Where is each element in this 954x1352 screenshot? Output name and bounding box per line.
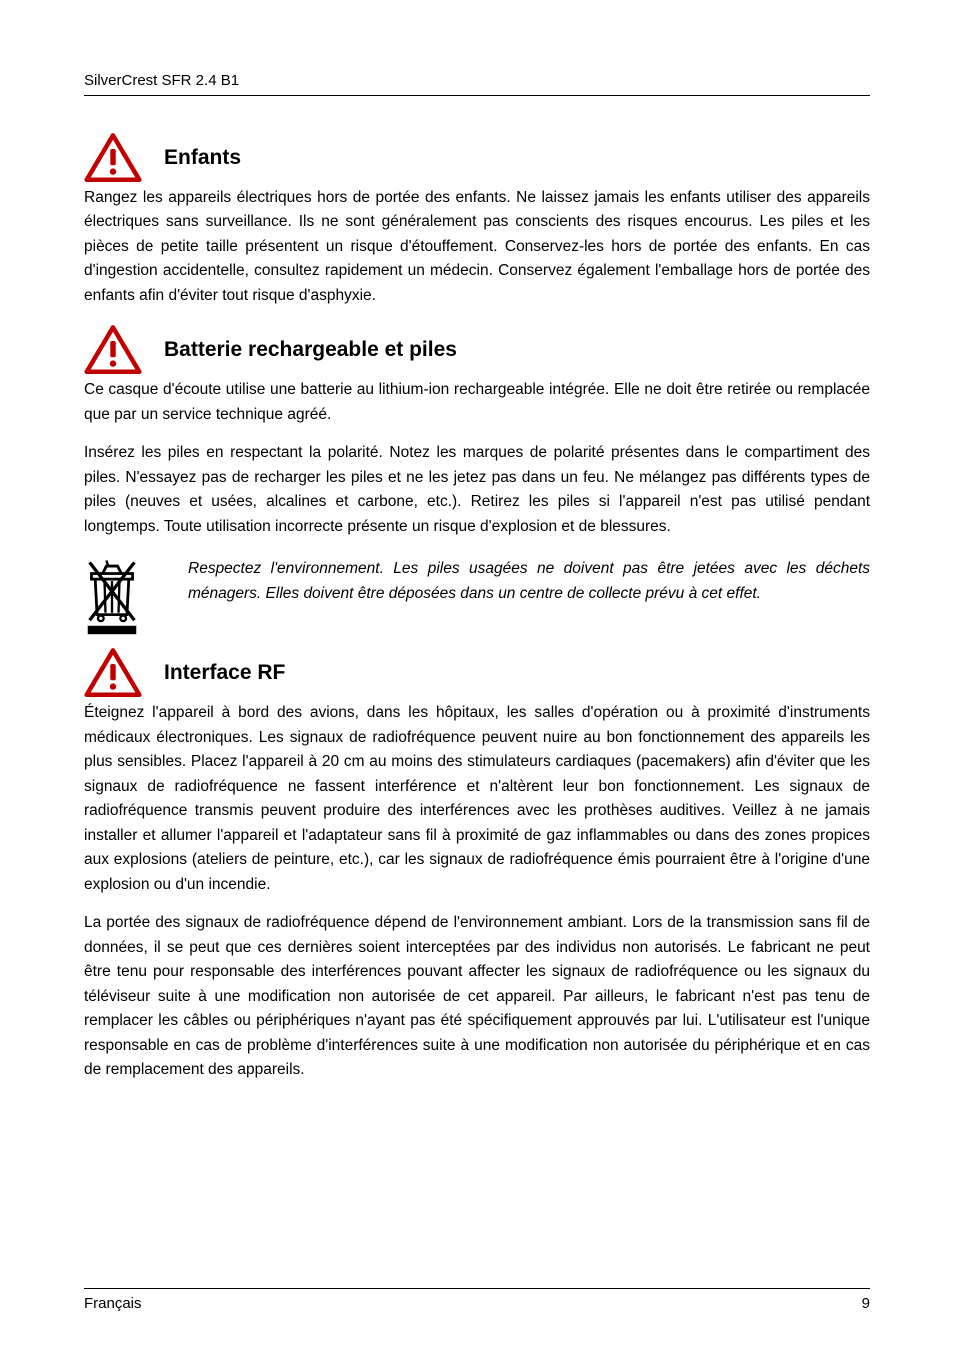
page-header: SilverCrest SFR 2.4 B1 <box>84 72 870 96</box>
env-note-text: Respectez l'environnement. Les piles usa… <box>188 553 870 606</box>
warning-icon <box>84 647 142 699</box>
page: SilverCrest SFR 2.4 B1 Enfants Rangez le… <box>0 0 954 1352</box>
section-head-batterie: Batterie rechargeable et piles <box>84 324 870 376</box>
warning-icon <box>84 132 142 184</box>
section-title-batterie: Batterie rechargeable et piles <box>164 338 457 362</box>
body-batterie-2: Insérez les piles en respectant la polar… <box>84 441 870 539</box>
body-rf-1: Éteignez l'appareil à bord des avions, d… <box>84 701 870 897</box>
section-title-rf: Interface RF <box>164 661 285 685</box>
footer-lang: Français <box>84 1295 142 1312</box>
weee-bin-icon <box>84 553 140 635</box>
footer-page-num: 9 <box>862 1295 870 1312</box>
body-enfants: Rangez les appareils électriques hors de… <box>84 186 870 308</box>
warning-icon <box>84 324 142 376</box>
section-head-rf: Interface RF <box>84 647 870 699</box>
body-rf-2: La portée des signaux de radiofréquence … <box>84 911 870 1082</box>
header-product: SilverCrest SFR 2.4 B1 <box>84 72 239 89</box>
section-title-enfants: Enfants <box>164 146 241 170</box>
body-batterie-1: Ce casque d'écoute utilise une batterie … <box>84 378 870 427</box>
page-footer: Français 9 <box>84 1288 870 1312</box>
section-head-enfants: Enfants <box>84 132 870 184</box>
env-note-row: Respectez l'environnement. Les piles usa… <box>84 553 870 635</box>
